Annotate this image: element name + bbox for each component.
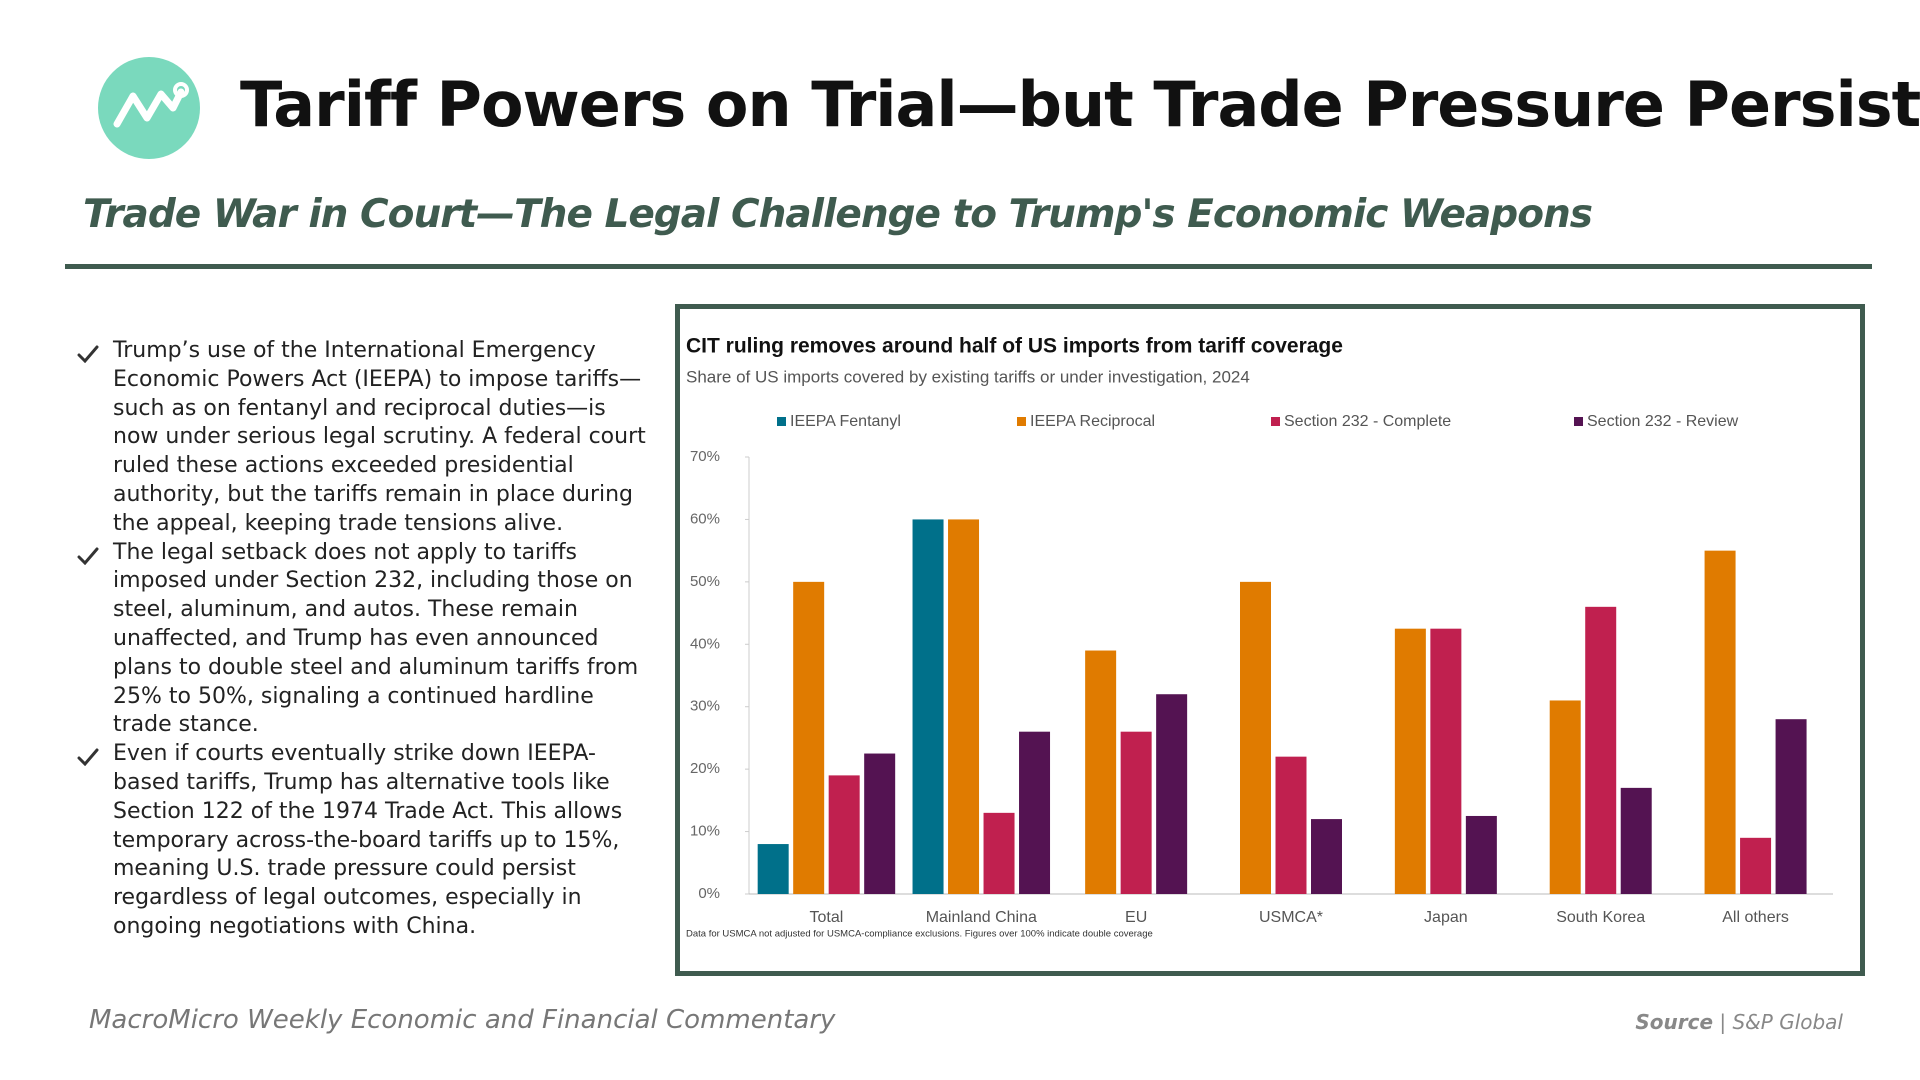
legend-swatch [777,417,786,426]
bar [1240,581,1271,894]
chart: CIT ruling removes around half of US imp… [686,335,1833,940]
bar [1019,731,1051,894]
bar [1394,628,1426,894]
y-tick-label: 0% [698,885,720,902]
bullet: The legal setback does not apply to tari… [77,539,657,741]
chart-frame [675,304,1865,976]
bar [1740,837,1772,894]
publication: MacroMicro Weekly Economic and Financial… [89,1005,836,1035]
bar [1311,819,1342,894]
y-tick-label: 30% [690,698,720,715]
check-icon [77,748,99,767]
bullet: Trump’s use of the International Emergen… [77,337,657,539]
legend-label: IEEPA Reciprocal [1030,413,1155,430]
legend-label: Section 232 - Review [1587,413,1739,430]
bar [1775,719,1807,894]
y-tick-label: 20% [690,760,720,777]
x-tick-label: Japan [1424,909,1468,926]
legend-swatch [1017,417,1026,426]
logo-icon [98,57,200,159]
separator: | [1719,1010,1727,1034]
bar [1465,815,1497,894]
bar [1275,756,1307,894]
y-tick-label: 70% [690,448,720,465]
legend-label: IEEPA Fentanyl [790,413,901,430]
bullet-text: Even if courts eventually strike down IE… [113,741,623,939]
bar [793,581,825,894]
bar [828,775,860,894]
divider [65,264,1872,269]
source-label: Source [1635,1010,1714,1034]
bar [1704,550,1736,894]
x-tick-label: Total [810,909,844,926]
check-icon [77,345,99,363]
x-tick-label: South Korea [1556,909,1645,926]
bar [1549,700,1581,894]
y-tick-label: 40% [690,635,720,652]
legend-swatch [1574,417,1583,426]
check-icon [77,547,99,565]
bar [948,519,980,894]
legend-label: Section 232 - Complete [1284,413,1451,430]
legend-swatch [1271,417,1280,426]
bar [1085,650,1117,894]
bar [757,844,789,894]
x-tick-label: Mainland China [926,909,1037,926]
bar [1620,787,1652,894]
bar [1585,606,1617,894]
y-tick-label: 10% [690,823,720,840]
bar [983,812,1015,894]
y-tick-label: 50% [690,573,720,590]
bar [1430,628,1462,894]
bullet: Even if courts eventually strike down IE… [77,740,657,942]
x-tick-label: EU [1125,909,1147,926]
bar [1120,731,1152,894]
bullet-list: Trump’s use of the International Emergen… [77,337,657,942]
chart-title: CIT ruling removes around half of US imp… [686,335,1343,358]
x-tick-label: USMCA* [1259,909,1323,926]
source: Source | S&P Global [1635,1010,1843,1034]
y-tick-label: 60% [690,510,720,527]
page-subtitle: Trade War in Court—The Legal Challenge t… [83,192,1593,237]
bar [1156,694,1188,894]
chart-note: Data for USMCA not adjusted for USMCA-co… [686,929,1153,940]
chart-subtitle: Share of US imports covered by existing … [686,367,1250,386]
page-title: Tariff Powers on Trial—but Trade Pressur… [240,68,1920,141]
bar [912,519,944,894]
bar [864,753,896,894]
bullet-text: Trump’s use of the International Emergen… [113,338,646,536]
x-tick-label: All others [1722,909,1789,926]
source-name: S&P Global [1732,1010,1843,1034]
bullet-text: The legal setback does not apply to tari… [113,539,639,738]
